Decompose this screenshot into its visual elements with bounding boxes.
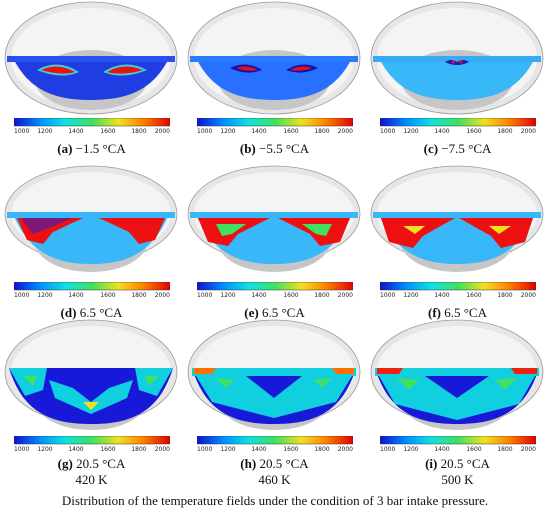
svg-text:1600: 1600 <box>466 128 481 134</box>
panel-caption: (g) 20.5 °CA <box>57 456 126 471</box>
temperature-field-c <box>370 1 544 115</box>
temperature-field-b <box>187 1 361 115</box>
svg-text:2000: 2000 <box>338 292 353 298</box>
panel-c: 1000 1200 1400 1600 1800 2000 (c) −7.5 °… <box>366 0 549 163</box>
svg-text:1200: 1200 <box>220 446 235 452</box>
svg-text:1000: 1000 <box>197 292 212 298</box>
colorbar: 1000 1200 1400 1600 1800 2000 <box>197 436 353 452</box>
temperature-field-a <box>4 1 178 115</box>
temperature-field-h <box>187 319 361 430</box>
svg-text:1400: 1400 <box>68 128 83 134</box>
temperature-field-d <box>4 165 178 272</box>
svg-text:2000: 2000 <box>521 292 536 298</box>
svg-text:1800: 1800 <box>131 446 146 452</box>
svg-text:1000: 1000 <box>380 128 395 134</box>
panel-caption: (b) −5.5 °CA <box>239 141 310 156</box>
svg-text:1200: 1200 <box>37 446 52 452</box>
figure-grid: 1000 1200 1400 1600 1800 2000 (a) −1.5 °… <box>0 0 549 487</box>
svg-text:1000: 1000 <box>197 446 212 452</box>
panel-caption: (a) −1.5 °CA <box>57 141 126 156</box>
svg-text:1000: 1000 <box>14 128 29 134</box>
panel-i: 1000 1200 1400 1600 1800 2000 (i) 20.5 °… <box>366 318 549 487</box>
colorbar: 1000 1200 1400 1600 1800 2000 <box>380 118 536 134</box>
colorbar: 1000 1200 1400 1600 1800 2000 <box>14 436 170 452</box>
svg-text:1600: 1600 <box>100 446 115 452</box>
svg-text:1400: 1400 <box>251 446 266 452</box>
colorbar: 1000 1200 1400 1600 1800 2000 <box>197 282 353 298</box>
svg-text:1600: 1600 <box>283 292 298 298</box>
svg-text:1200: 1200 <box>220 128 235 134</box>
panel-caption: (e) 6.5 °CA <box>244 305 305 320</box>
svg-text:1800: 1800 <box>497 128 512 134</box>
colorbar: 1000 1200 1400 1600 1800 2000 <box>14 282 170 298</box>
temperature-field-g <box>4 319 178 430</box>
svg-text:1400: 1400 <box>68 292 83 298</box>
colorbar: 1000 1200 1400 1600 1800 2000 <box>380 282 536 298</box>
panel-h: 1000 1200 1400 1600 1800 2000 (h) 20.5 °… <box>183 318 366 487</box>
panel-caption: (c) −7.5 °CA <box>423 141 492 156</box>
svg-text:1000: 1000 <box>380 292 395 298</box>
svg-text:1000: 1000 <box>14 292 29 298</box>
svg-text:1400: 1400 <box>251 292 266 298</box>
svg-text:2000: 2000 <box>338 128 353 134</box>
panel-e: 1000 1200 1400 1600 1800 2000 (e) 6.5 °C… <box>183 164 366 327</box>
svg-text:1800: 1800 <box>131 128 146 134</box>
svg-text:1400: 1400 <box>68 446 83 452</box>
svg-text:1200: 1200 <box>220 292 235 298</box>
svg-text:1200: 1200 <box>403 128 418 134</box>
temperature-field-e <box>187 165 361 272</box>
panel-b: 1000 1200 1400 1600 1800 2000 (b) −5.5 °… <box>183 0 366 163</box>
panel-caption: (d) 6.5 °CA <box>60 305 123 320</box>
svg-text:1000: 1000 <box>14 446 29 452</box>
svg-text:1200: 1200 <box>37 292 52 298</box>
svg-text:2000: 2000 <box>338 446 353 452</box>
svg-text:1000: 1000 <box>380 446 395 452</box>
panel-g: 1000 1200 1400 1600 1800 2000 (g) 20.5 °… <box>0 318 183 487</box>
panel-caption: (f) 6.5 °CA <box>427 305 487 320</box>
panel-subcaption: 460 K <box>258 472 291 487</box>
colorbar: 1000 1200 1400 1600 1800 2000 <box>197 118 353 134</box>
svg-text:1200: 1200 <box>403 292 418 298</box>
svg-text:1800: 1800 <box>497 446 512 452</box>
svg-text:1800: 1800 <box>131 292 146 298</box>
svg-text:1400: 1400 <box>434 446 449 452</box>
panel-f: 1000 1200 1400 1600 1800 2000 (f) 6.5 °C… <box>366 164 549 327</box>
svg-text:1600: 1600 <box>100 292 115 298</box>
panel-d: 1000 1200 1400 1600 1800 2000 (d) 6.5 °C… <box>0 164 183 327</box>
svg-text:1400: 1400 <box>434 128 449 134</box>
svg-text:2000: 2000 <box>521 128 536 134</box>
panel-caption: (i) 20.5 °CA <box>425 456 490 471</box>
svg-text:1200: 1200 <box>37 128 52 134</box>
svg-text:2000: 2000 <box>155 292 170 298</box>
svg-text:2000: 2000 <box>155 446 170 452</box>
svg-text:1800: 1800 <box>314 128 329 134</box>
svg-text:1800: 1800 <box>314 292 329 298</box>
figure-caption: Distribution of the temperature fields u… <box>61 493 489 508</box>
svg-text:1600: 1600 <box>283 128 298 134</box>
colorbar: 1000 1200 1400 1600 1800 2000 <box>14 118 170 134</box>
svg-text:1800: 1800 <box>314 446 329 452</box>
colorbar: 1000 1200 1400 1600 1800 2000 <box>380 436 536 452</box>
svg-text:1000: 1000 <box>197 128 212 134</box>
svg-text:2000: 2000 <box>521 446 536 452</box>
temperature-field-f <box>370 165 544 272</box>
svg-text:1600: 1600 <box>100 128 115 134</box>
svg-text:1400: 1400 <box>251 128 266 134</box>
svg-text:1600: 1600 <box>466 446 481 452</box>
panel-subcaption: 500 K <box>441 472 474 487</box>
svg-text:1600: 1600 <box>466 292 481 298</box>
svg-text:1800: 1800 <box>497 292 512 298</box>
svg-text:1400: 1400 <box>434 292 449 298</box>
temperature-field-i <box>370 319 544 430</box>
panel-a: 1000 1200 1400 1600 1800 2000 (a) −1.5 °… <box>0 0 183 163</box>
svg-text:2000: 2000 <box>155 128 170 134</box>
svg-text:1600: 1600 <box>283 446 298 452</box>
panel-caption: (h) 20.5 °CA <box>240 456 309 471</box>
svg-text:1200: 1200 <box>403 446 418 452</box>
panel-subcaption: 420 K <box>75 472 108 487</box>
